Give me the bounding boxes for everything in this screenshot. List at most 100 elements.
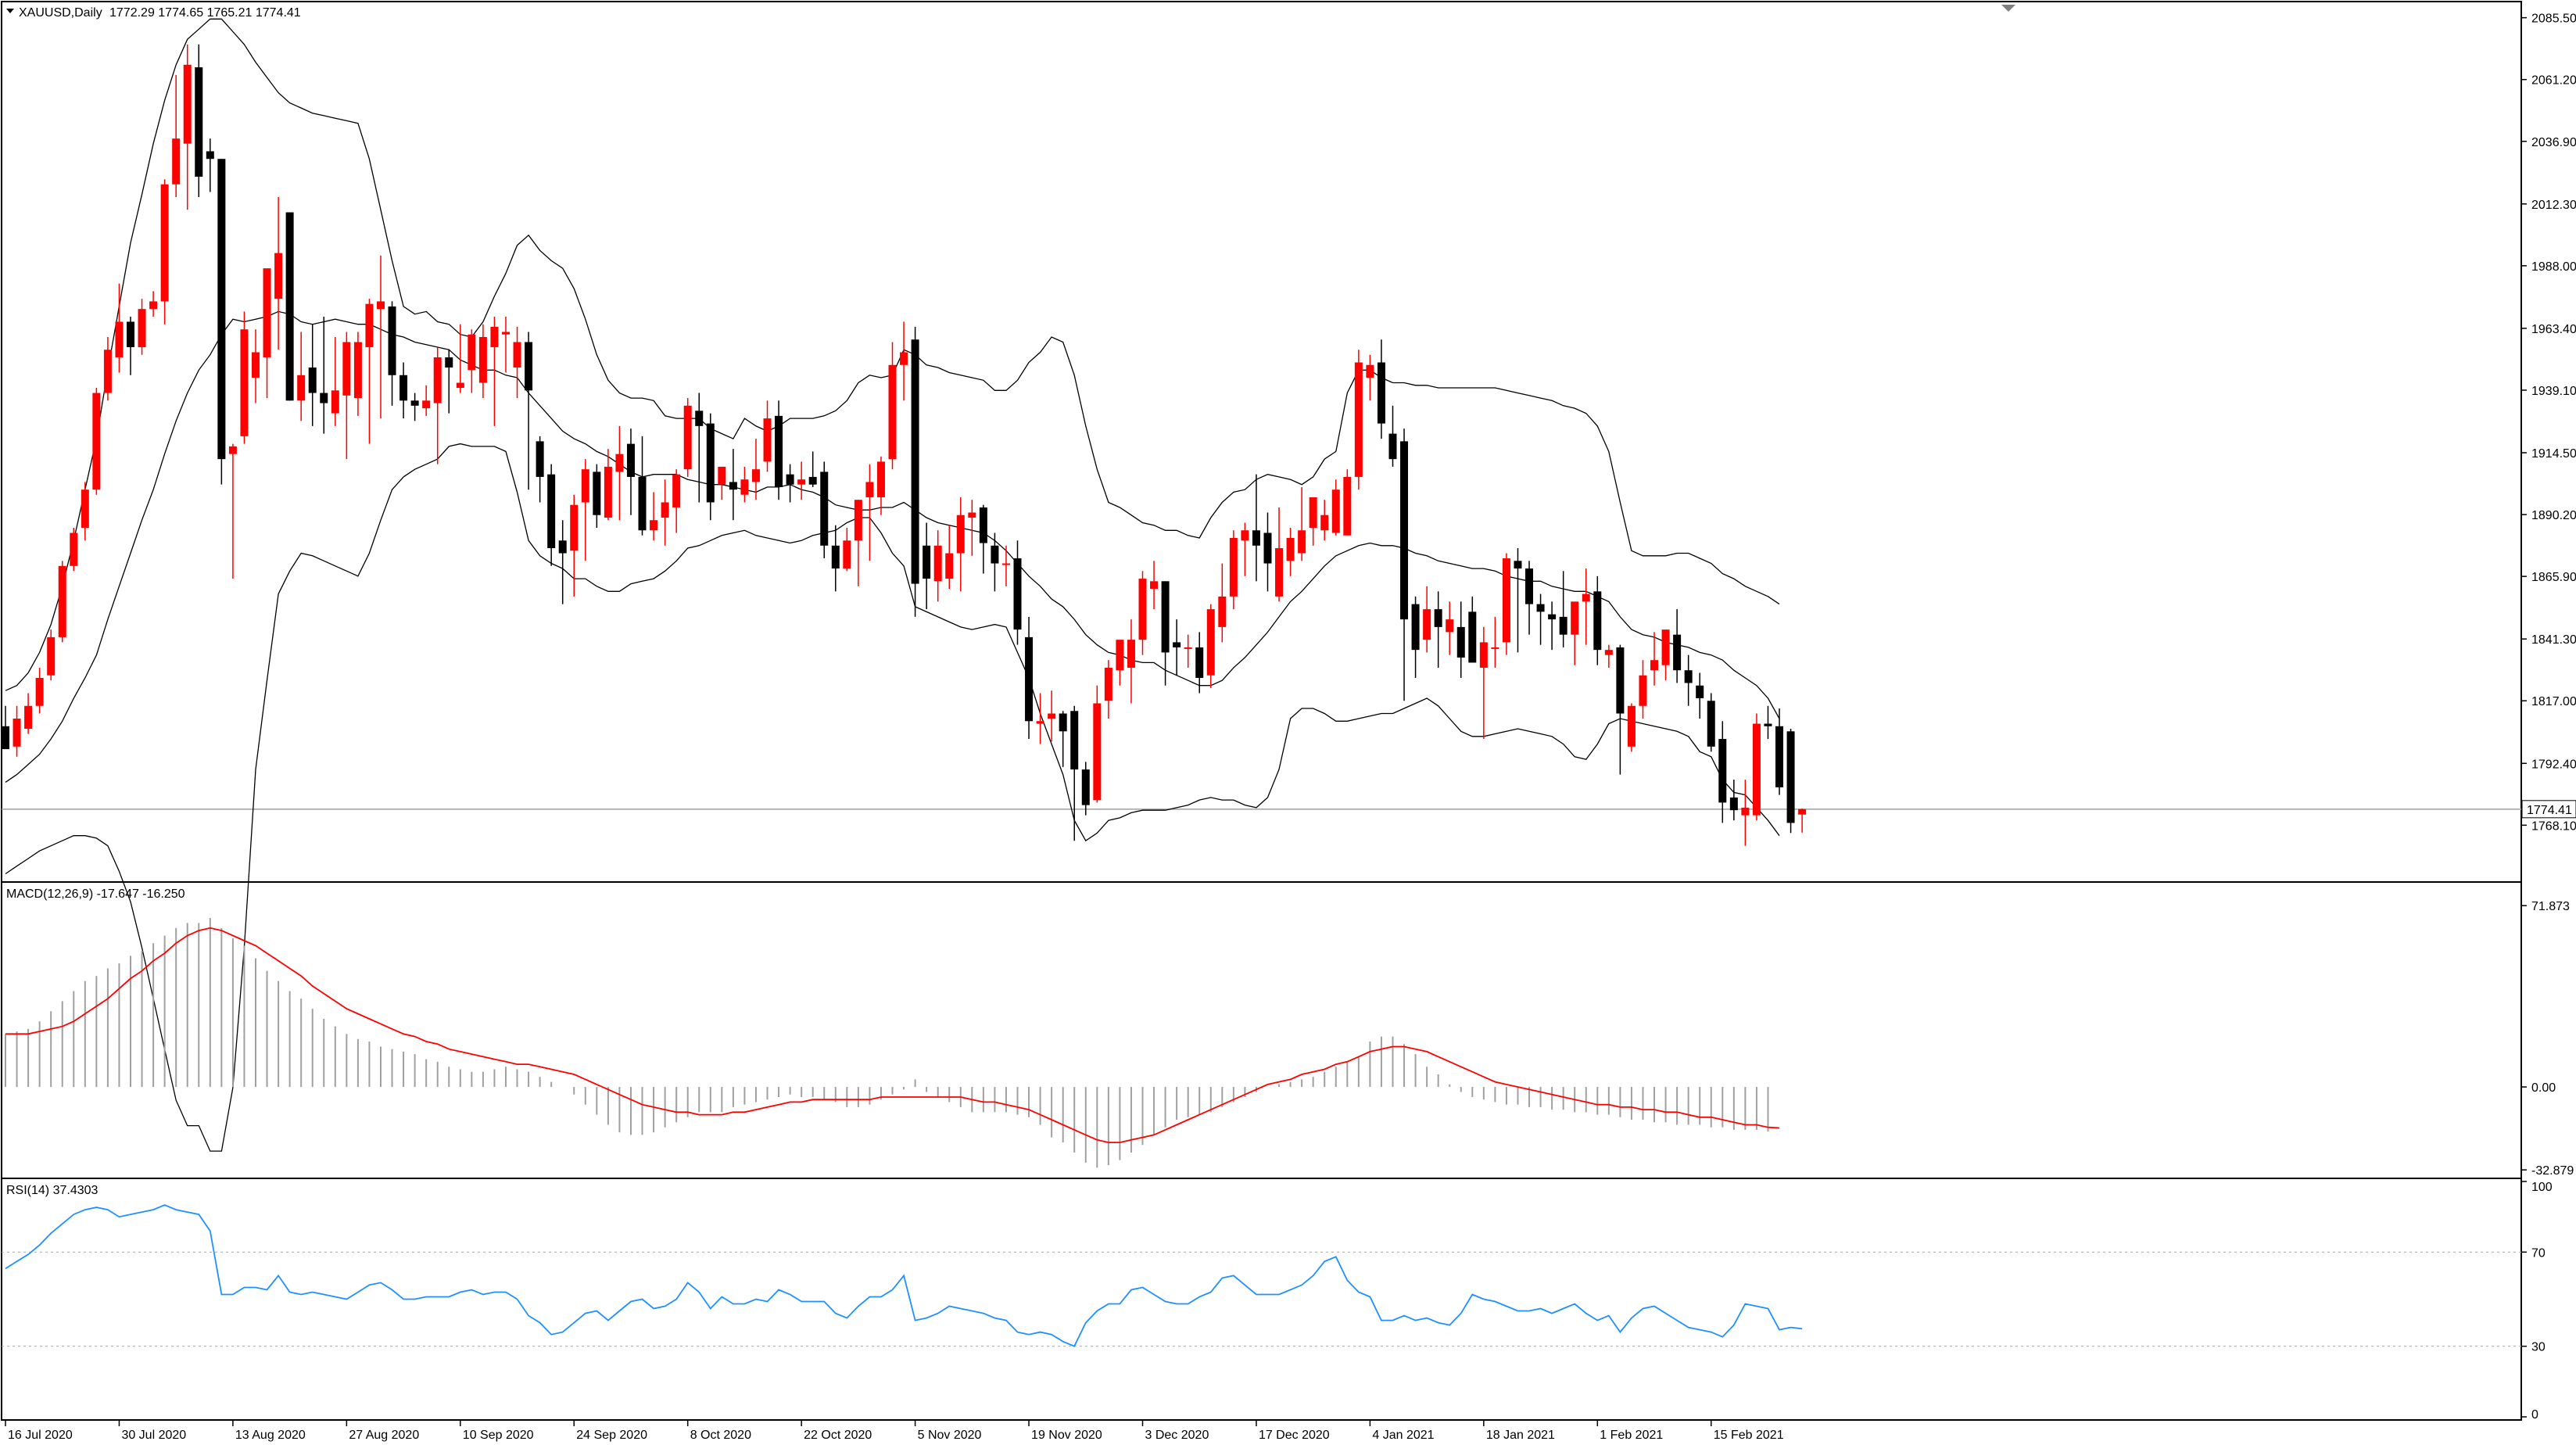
candle (1616, 644, 1625, 775)
candle-body (1639, 675, 1647, 706)
candle-body (1331, 489, 1340, 533)
time-tick-label: 17 Dec 2020 (1259, 1429, 1330, 1442)
candle (331, 336, 339, 426)
candle-body (1343, 476, 1352, 536)
time-tick-label: 16 Jul 2020 (8, 1429, 73, 1442)
rsi-line (5, 1204, 1803, 1347)
candle-body (24, 705, 33, 730)
candle (240, 311, 249, 444)
candle (1206, 604, 1215, 688)
time-tick-label: 4 Jan 2021 (1372, 1429, 1434, 1442)
candle-body (501, 332, 510, 335)
candle-body (1173, 642, 1181, 647)
candle-body (536, 441, 544, 477)
candle (751, 439, 760, 500)
candle-body (376, 301, 385, 310)
time-tick-label: 30 Jul 2020 (121, 1429, 186, 1442)
candle (979, 504, 987, 574)
symbol-menu-triangle-icon[interactable] (6, 9, 14, 13)
candle (228, 443, 237, 579)
rsi-tick-label: 0 (2531, 1408, 2538, 1422)
candle-body (820, 472, 829, 546)
candle (1173, 619, 1181, 676)
rsi-axis: 100 70 30 0 (2521, 1181, 2553, 1422)
chart-shift-marker-icon[interactable] (2001, 5, 2015, 12)
candle-body (433, 357, 442, 403)
candle-body (513, 342, 521, 368)
candle-body (160, 184, 169, 302)
candle (1661, 629, 1670, 681)
candle (1456, 601, 1465, 678)
candle (1286, 527, 1295, 576)
candle (718, 466, 726, 500)
candle (1423, 586, 1431, 653)
candle-body (1070, 711, 1079, 770)
candle-body (626, 443, 635, 477)
candle (865, 464, 874, 561)
candle (638, 436, 647, 536)
candle (1377, 339, 1385, 439)
candle-body (1707, 701, 1715, 747)
macd-indicator-label: MACD(12,26,9) -17.647 -16.250 (6, 887, 185, 901)
candle (626, 428, 635, 515)
candle-body (956, 515, 965, 554)
candle (558, 520, 567, 604)
candle-body (558, 540, 567, 554)
candle (1446, 601, 1454, 655)
candle-body (1150, 581, 1159, 590)
candle-body (786, 474, 794, 485)
candle-body (876, 461, 885, 497)
chart-symbol-label: XAUUSD,Daily (19, 6, 102, 20)
candle-body (217, 159, 226, 460)
candle-body (70, 532, 78, 566)
candle-body (706, 423, 715, 503)
candle (1013, 540, 1022, 645)
candle-body (1138, 579, 1147, 640)
candle-body (1423, 609, 1431, 640)
candle-body (1081, 769, 1090, 805)
candle (547, 464, 556, 566)
candle (115, 283, 124, 373)
candle-body (570, 504, 579, 551)
candle (468, 329, 476, 393)
candle (58, 561, 66, 643)
candle (1195, 632, 1204, 694)
candle-body (979, 507, 987, 543)
time-tick-label: 13 Aug 2020 (235, 1429, 306, 1442)
candle-body (13, 719, 21, 747)
current-price-label: 1774.41 (2527, 804, 2572, 817)
candle-body (1525, 568, 1534, 604)
candle-body (1468, 611, 1477, 663)
candle-body (911, 339, 919, 584)
candle (1764, 705, 1772, 740)
candle-body (1001, 563, 1010, 565)
candle (843, 527, 851, 572)
candle (945, 525, 954, 590)
candle (490, 316, 499, 426)
candle (92, 388, 101, 495)
candle (1786, 729, 1795, 834)
price-tick-label: 2012.30 (2531, 199, 2576, 212)
candle (604, 449, 612, 521)
candle-body (991, 545, 999, 564)
candle (126, 316, 134, 375)
candle-body (240, 329, 249, 436)
current-price-tag (2521, 800, 2576, 819)
candle (13, 705, 21, 757)
candle (706, 413, 715, 521)
candle-body (2, 726, 9, 750)
candle-body (1127, 640, 1135, 668)
candle (888, 342, 897, 470)
candle (1161, 581, 1170, 686)
candle-body (650, 520, 658, 531)
candle (513, 326, 521, 399)
candle-body (854, 500, 862, 541)
candle-body (1059, 713, 1067, 732)
candle (1502, 553, 1510, 655)
candle-body (1025, 636, 1034, 722)
candle-body (1479, 642, 1488, 668)
candle (274, 197, 283, 350)
candle (47, 629, 56, 681)
candle (1729, 780, 1738, 821)
